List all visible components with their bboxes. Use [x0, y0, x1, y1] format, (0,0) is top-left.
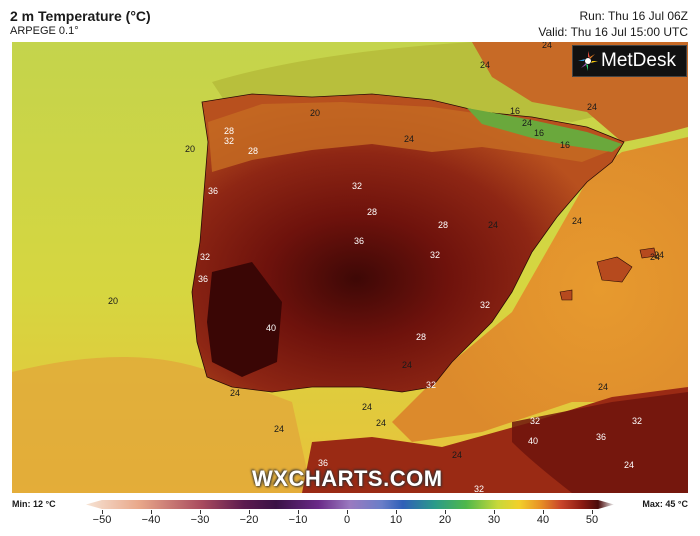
contour-label: 32: [426, 380, 436, 390]
contour-label: 16: [510, 106, 520, 116]
contour-label: 32: [632, 416, 642, 426]
contour-label: 24: [480, 60, 490, 70]
balearic-menorca: [639, 247, 657, 259]
contour-label: 40: [528, 436, 538, 446]
contour-label: 24: [572, 216, 582, 226]
balearic-ibiza: [559, 289, 573, 301]
contour-label: 32: [224, 136, 234, 146]
legend-min: Min: 12 °C: [12, 499, 56, 509]
contour-label: 32: [474, 484, 484, 493]
contour-label: 36: [318, 458, 328, 468]
iberian-peninsula: [191, 93, 625, 393]
legend-tick-label: −40: [141, 514, 161, 526]
hottest-zone: [207, 262, 282, 377]
north-africa-hot: [512, 392, 688, 493]
legend-tick-label: −30: [190, 514, 210, 526]
model-name: ARPEGE 0.1°: [10, 25, 79, 37]
contour-label: 24: [650, 252, 660, 262]
contour-label: 40: [266, 323, 276, 333]
metdesk-logo: MetDesk: [572, 45, 687, 77]
contour-label: 24: [274, 424, 284, 434]
metdesk-logo-text: MetDesk: [601, 50, 676, 71]
legend-tick-label: −10: [288, 514, 308, 526]
contour-label: 32: [200, 252, 210, 262]
legend-tick-label: 10: [389, 514, 403, 526]
legend-tick-label: 50: [585, 514, 599, 526]
contour-label: 20: [310, 108, 320, 118]
contour-label: 28: [438, 220, 448, 230]
contour-label: 36: [198, 274, 208, 284]
contour-label: 28: [367, 207, 377, 217]
contour-label: 20: [108, 296, 118, 306]
contour-label: 20: [185, 144, 195, 154]
chart-title: 2 m Temperature (°C): [10, 8, 151, 24]
legend-tickmark: [298, 510, 299, 514]
chart-header: 2 m Temperature (°C) ARPEGE 0.1° Run: Th…: [0, 0, 700, 42]
legend-tickmark: [592, 510, 593, 514]
contour-label: 24: [230, 388, 240, 398]
contour-label: 24: [402, 360, 412, 370]
legend-max: Max: 45 °C: [642, 499, 688, 509]
legend-tickmark: [151, 510, 152, 514]
colorbar: [86, 500, 614, 509]
legend-tick-label: 0: [343, 514, 351, 526]
contour-label: 28: [416, 332, 426, 342]
contour-label: 24: [376, 418, 386, 428]
contour-label: 28: [224, 126, 234, 136]
contour-label: 36: [354, 236, 364, 246]
contour-label: 16: [560, 140, 570, 150]
legend-tick-label: −20: [239, 514, 259, 526]
legend-tickmark: [347, 510, 348, 514]
legend-tickmark: [249, 510, 250, 514]
contour-label: 24: [404, 134, 414, 144]
legend-tick-label: −50: [92, 514, 112, 526]
color-legend: Min: 12 °C Max: 45 °C −50 −40 −30 −20 −10 0 10…: [0, 494, 700, 536]
pyrenees-cool: [467, 108, 622, 152]
mediterranean-sea: [392, 137, 688, 442]
map-svg: 24 24 24 20 16 16 24 28 28 32 20 36 32 2…: [12, 42, 688, 493]
temperature-map[interactable]: 24 24 24 20 16 16 24 28 28 32 20 36 32 2…: [12, 42, 688, 493]
contour-label: 24: [488, 220, 498, 230]
warm-sea-southwest: [12, 357, 312, 493]
contour-label: 24: [624, 460, 634, 470]
metdesk-logo-icon: [578, 51, 598, 71]
run-time: Run: Thu 16 Jul 06Z: [579, 9, 688, 23]
valid-time: Valid: Thu 16 Jul 15:00 UTC: [538, 25, 688, 39]
legend-tick-label: 20: [438, 514, 452, 526]
legend-tickmark: [445, 510, 446, 514]
contour-label: 16: [534, 128, 544, 138]
contour-label: 24: [522, 118, 532, 128]
contour-label: 24: [598, 382, 608, 392]
contour-label: 32: [480, 300, 490, 310]
legend-tickmark: [396, 510, 397, 514]
contour-label: 32: [530, 416, 540, 426]
contour-label: 24: [587, 102, 597, 112]
wxcharts-watermark: WXCHARTS.COM: [252, 466, 443, 491]
legend-tick-label: 40: [536, 514, 550, 526]
contour-label: 36: [208, 186, 218, 196]
contour-label: 28: [248, 146, 258, 156]
contour-label: 24: [362, 402, 372, 412]
legend-tickmark: [494, 510, 495, 514]
legend-tickmark: [102, 510, 103, 514]
contour-label: 32: [352, 181, 362, 191]
contour-label: 24: [654, 250, 664, 260]
contour-label: 24: [452, 450, 462, 460]
legend-tickmark: [543, 510, 544, 514]
balearic-mallorca: [596, 256, 633, 283]
contour-label: 36: [596, 432, 606, 442]
legend-tick-label: 30: [487, 514, 501, 526]
legend-tickmark: [200, 510, 201, 514]
contour-label: 32: [430, 250, 440, 260]
contour-label: 24: [542, 42, 552, 50]
